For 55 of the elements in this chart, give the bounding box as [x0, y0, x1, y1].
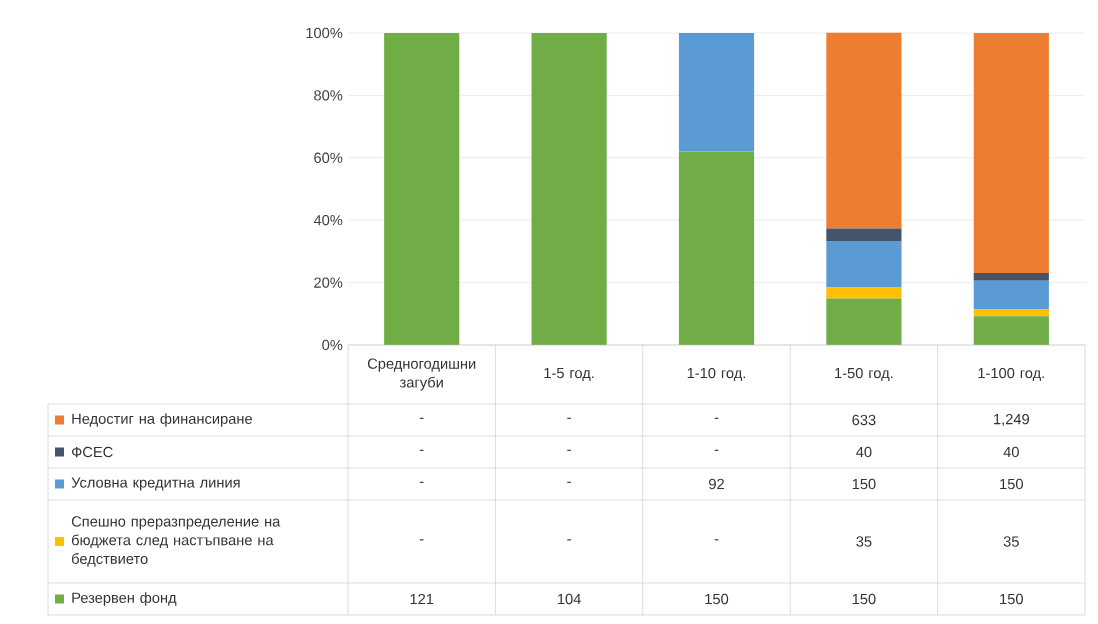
bar [531, 32, 607, 345]
bar [384, 32, 460, 345]
bar [973, 32, 1049, 273]
legend-label: Спешно преразпределение на бюджета след настъпване на бедствието [71, 516, 281, 567]
text: - [567, 417, 571, 419]
text: 150 [705, 593, 729, 605]
text: - [419, 449, 424, 451]
y-tick-label: 80% [314, 90, 343, 101]
x-tick-label: 1-100 год. [978, 367, 1044, 382]
legend-label: ФСЕС [72, 446, 113, 458]
legend-label: Резервен фонд [72, 592, 177, 606]
text: 92 [709, 478, 724, 490]
bar [826, 32, 902, 229]
text: 35 [856, 536, 872, 547]
y-tick-label: 0% [322, 339, 343, 351]
text: 104 [557, 593, 581, 605]
bar [678, 151, 755, 345]
bar [826, 298, 902, 345]
text: 35 [1003, 536, 1019, 547]
legend-label: Недостиг на финансиране [72, 413, 252, 427]
text: - [714, 539, 719, 541]
x-tick-label: 1-5 год. [544, 367, 594, 381]
x-tick-label: Средногодишни загуби [367, 358, 476, 391]
text: - [567, 539, 571, 541]
bar [973, 316, 1049, 345]
text: - [419, 417, 424, 419]
y-tick-label: 60% [314, 152, 343, 163]
text: - [567, 481, 571, 483]
text: 150 [1000, 593, 1023, 605]
y-tick-label: 100% [306, 27, 343, 39]
bar [678, 32, 755, 152]
text: 150 [852, 478, 876, 490]
text: 121 [410, 593, 434, 605]
x-tick-label: 1-10 год. [687, 367, 746, 382]
y-tick-label: 20% [314, 277, 343, 288]
bar [973, 309, 1049, 317]
text: 150 [1000, 478, 1023, 490]
text: 633 [852, 414, 876, 426]
bar [973, 272, 1049, 281]
legend-label: Условна кредитна линия [71, 477, 240, 491]
text: - [419, 539, 424, 541]
text: 150 [852, 593, 876, 605]
text: - [567, 449, 571, 451]
bar [826, 287, 902, 299]
text: 40 [856, 446, 872, 458]
bar [973, 280, 1049, 310]
text: - [714, 417, 719, 419]
text: - [419, 481, 424, 483]
text: 1,249 [994, 413, 1029, 427]
text: 40 [1003, 446, 1019, 458]
y-tick-label: 40% [313, 215, 343, 226]
text: - [714, 449, 719, 451]
bar [826, 241, 902, 288]
bar [826, 228, 902, 242]
x-tick-label: 1-50 год. [835, 367, 893, 382]
